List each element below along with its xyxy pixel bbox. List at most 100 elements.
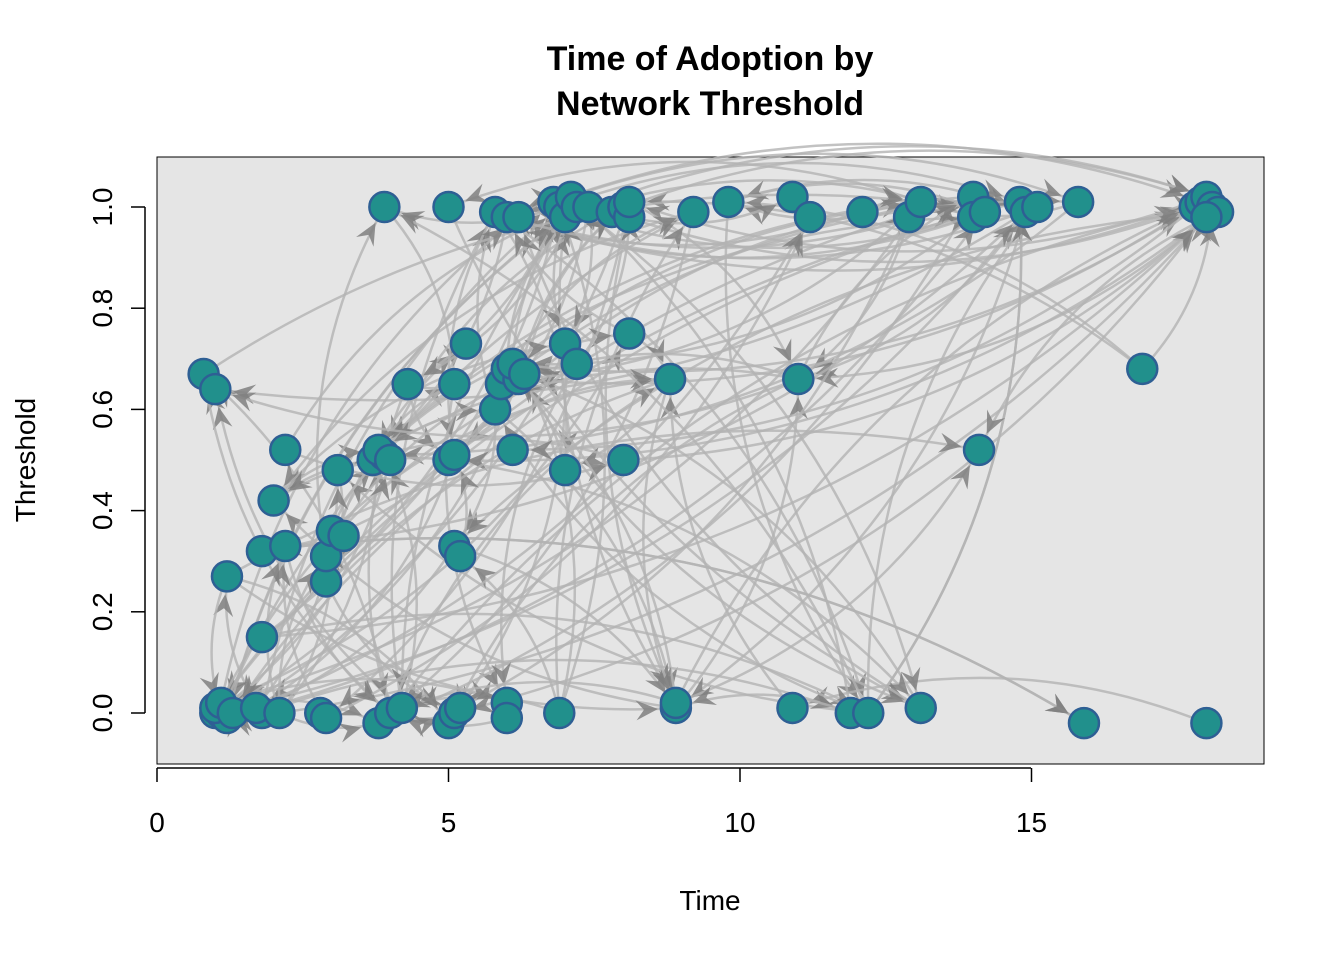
adopter-node [321, 453, 354, 487]
network-edge [797, 211, 1027, 381]
network-edge [202, 193, 921, 376]
network-edge [255, 470, 339, 709]
edge-arrowhead [480, 228, 505, 250]
edge-arrowhead [524, 339, 548, 360]
y-tick-label: 0.8 [87, 289, 118, 328]
edge-arrowhead [660, 397, 681, 420]
network-edge [453, 544, 677, 709]
edge-arrowhead [645, 338, 665, 363]
network-edge [977, 210, 1219, 451]
network-edge [453, 210, 1219, 547]
network-edge [517, 216, 922, 710]
network-edge [555, 211, 695, 714]
network-edge [389, 377, 671, 714]
network-edge [675, 449, 981, 705]
network-edge [454, 206, 1214, 715]
network-edge [558, 206, 606, 714]
network-edge [866, 206, 1039, 714]
adopter-node [776, 691, 809, 725]
edge-arrowhead [400, 215, 425, 234]
edge-arrowhead [337, 723, 362, 743]
chart-title-line2: Network Threshold [556, 85, 864, 123]
edge-arrowhead [581, 446, 607, 466]
edge-arrowhead [285, 513, 309, 537]
network-edge [675, 211, 1027, 709]
adopter-node [385, 691, 419, 725]
edge-arrowhead [690, 676, 715, 698]
network-edge [447, 206, 922, 710]
adopter-node [438, 438, 471, 472]
edge-arrowhead [284, 462, 306, 486]
edge-arrowhead [1170, 229, 1194, 253]
adopter-node [612, 317, 646, 350]
network-edge [668, 379, 794, 709]
edge-arrowhead [454, 401, 478, 422]
adopter-node [607, 443, 640, 477]
network-edge [383, 454, 418, 709]
adopter-node [443, 691, 477, 725]
edge-arrowhead [816, 367, 839, 388]
edge-arrowhead [629, 368, 653, 389]
network-edge [623, 216, 1208, 462]
edge-arrowhead [514, 233, 534, 258]
edge-arrowhead [212, 406, 233, 431]
edge-arrowhead [416, 685, 438, 709]
edge-arrowhead [989, 224, 1013, 248]
network-edge [797, 195, 974, 380]
edge-arrowhead [635, 700, 658, 721]
network-edge [215, 211, 1027, 715]
network-edge [389, 211, 695, 714]
edge-arrowhead [1037, 178, 1062, 198]
adopter-node [257, 484, 290, 517]
edge-arrowhead [879, 684, 904, 704]
network-edge [512, 205, 1196, 374]
network-edge [611, 205, 1196, 264]
adopter-node [502, 200, 535, 234]
network-edge [674, 205, 1196, 704]
edge-arrowhead [232, 392, 257, 412]
network-edge [383, 205, 870, 714]
network-edge [260, 206, 561, 714]
edge-arrowhead [932, 204, 958, 224]
edge-arrowhead [370, 477, 390, 502]
y-tick-label: 0.0 [87, 694, 118, 733]
network-edge [867, 201, 1023, 714]
edge-arrowhead [1165, 174, 1190, 194]
adopter-node [782, 362, 815, 396]
network-edge [792, 676, 1207, 725]
adopter-node [1021, 190, 1054, 224]
network-edge [448, 160, 922, 209]
edge-arrowhead [1155, 216, 1180, 238]
network-edge [570, 152, 1079, 204]
edge-arrowhead [413, 717, 438, 736]
y-tick-label: 1.0 [87, 188, 118, 227]
edge-arrowhead [465, 507, 487, 532]
adopter-node [904, 185, 937, 219]
edge-arrowhead [466, 227, 487, 252]
y-tick-label: 0.2 [87, 592, 118, 631]
network-edge [231, 377, 671, 714]
edge-arrowhead [467, 511, 491, 534]
x-tick-label: 15 [1016, 807, 1047, 838]
edge-arrowhead [471, 693, 496, 714]
adopter-node [1061, 185, 1095, 219]
adopter-node [1190, 706, 1223, 740]
adopter-node [309, 701, 343, 735]
adopter-node [543, 696, 576, 730]
network-edge [325, 216, 812, 720]
edge-arrowhead [652, 666, 672, 692]
edge-arrowhead [517, 214, 541, 237]
adopter-node [653, 362, 687, 396]
network-edge [523, 373, 577, 714]
adopter-node [432, 190, 465, 224]
edge-arrowhead [356, 222, 376, 247]
edge-arrowhead [900, 666, 921, 691]
edge-arrowhead [478, 663, 499, 688]
edge-arrowhead [781, 232, 802, 257]
network-edge [494, 408, 869, 715]
edge-arrowhead [350, 482, 374, 506]
edge-arrowhead [328, 488, 349, 511]
x-axis-label: Time [679, 885, 740, 916]
y-tick-label: 0.6 [87, 390, 118, 429]
